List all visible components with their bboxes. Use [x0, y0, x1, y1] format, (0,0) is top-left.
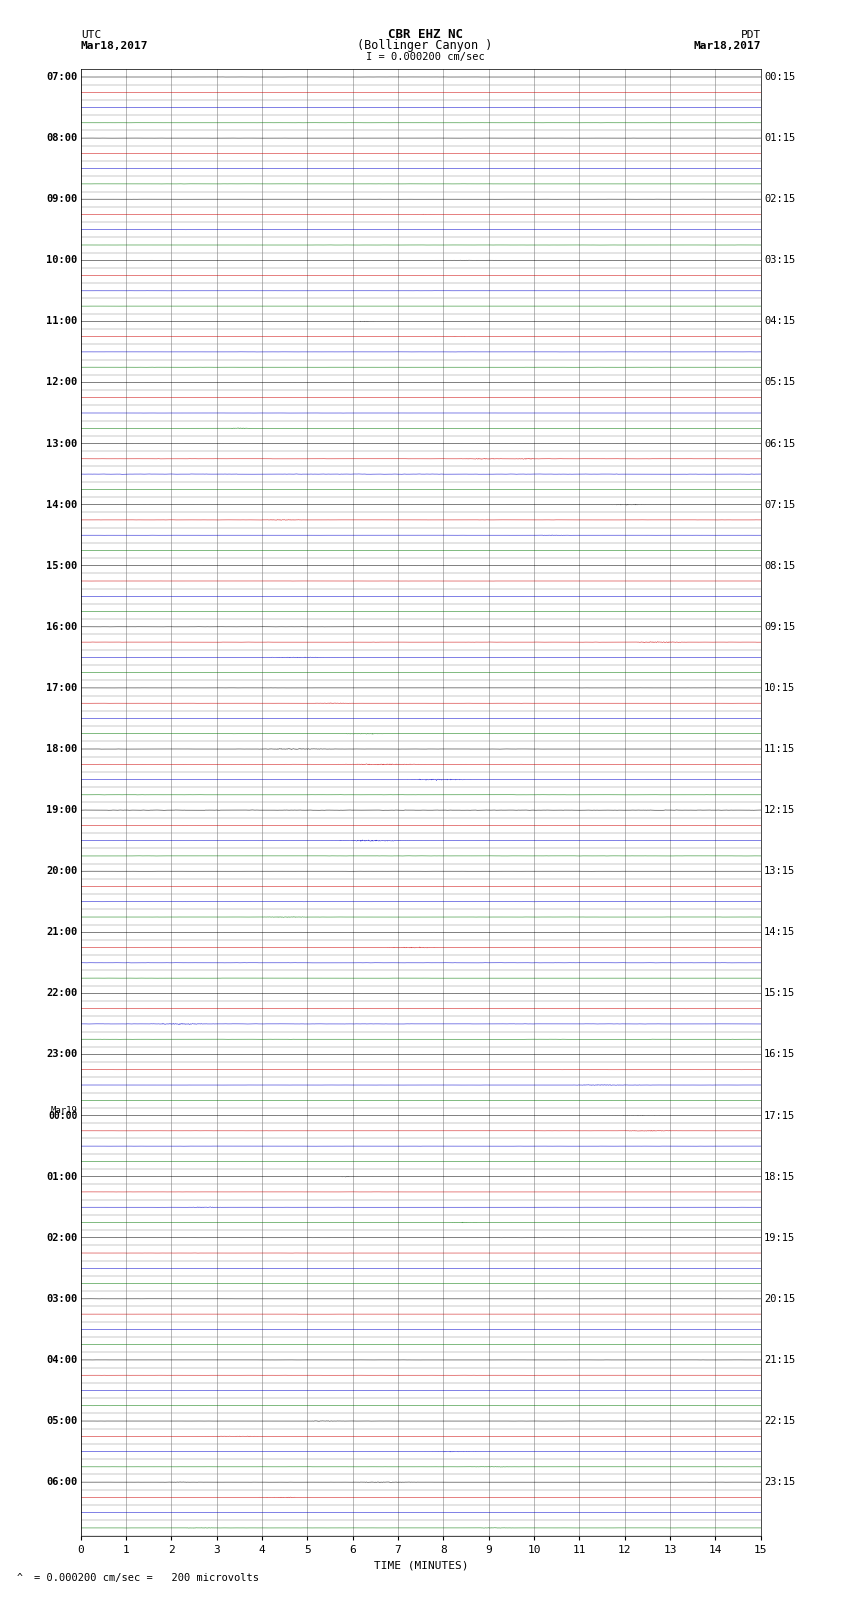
Text: 11:15: 11:15 — [764, 744, 796, 753]
Text: 07:00: 07:00 — [46, 73, 77, 82]
Text: UTC: UTC — [81, 29, 101, 40]
Text: 10:00: 10:00 — [46, 255, 77, 265]
Text: 21:00: 21:00 — [46, 927, 77, 937]
Text: 02:00: 02:00 — [46, 1232, 77, 1242]
Text: 23:15: 23:15 — [764, 1478, 796, 1487]
Text: 19:00: 19:00 — [46, 805, 77, 815]
Text: 05:00: 05:00 — [46, 1416, 77, 1426]
Text: 22:15: 22:15 — [764, 1416, 796, 1426]
Text: 17:15: 17:15 — [764, 1111, 796, 1121]
Text: 09:00: 09:00 — [46, 194, 77, 205]
Text: 12:15: 12:15 — [764, 805, 796, 815]
Text: 08:00: 08:00 — [46, 134, 77, 144]
Text: 17:00: 17:00 — [46, 682, 77, 694]
Text: 09:15: 09:15 — [764, 623, 796, 632]
Text: 21:15: 21:15 — [764, 1355, 796, 1365]
Text: 23:00: 23:00 — [46, 1050, 77, 1060]
Text: 19:15: 19:15 — [764, 1232, 796, 1242]
Text: 13:15: 13:15 — [764, 866, 796, 876]
Text: 20:00: 20:00 — [46, 866, 77, 876]
Text: 06:15: 06:15 — [764, 439, 796, 448]
Text: 16:00: 16:00 — [46, 623, 77, 632]
Text: PDT: PDT — [740, 29, 761, 40]
Text: 01:00: 01:00 — [46, 1171, 77, 1182]
Text: 18:00: 18:00 — [46, 744, 77, 753]
Text: I = 0.000200 cm/sec: I = 0.000200 cm/sec — [366, 52, 484, 63]
Text: 02:15: 02:15 — [764, 194, 796, 205]
Text: 14:15: 14:15 — [764, 927, 796, 937]
Text: 15:00: 15:00 — [46, 561, 77, 571]
Text: 01:15: 01:15 — [764, 134, 796, 144]
Text: 03:00: 03:00 — [46, 1294, 77, 1303]
X-axis label: TIME (MINUTES): TIME (MINUTES) — [373, 1560, 468, 1569]
Text: 03:15: 03:15 — [764, 255, 796, 265]
Text: 16:15: 16:15 — [764, 1050, 796, 1060]
Text: 04:00: 04:00 — [46, 1355, 77, 1365]
Text: 06:00: 06:00 — [46, 1478, 77, 1487]
Text: 18:15: 18:15 — [764, 1171, 796, 1182]
Text: = 0.000200 cm/sec =   200 microvolts: = 0.000200 cm/sec = 200 microvolts — [34, 1573, 259, 1582]
Text: 10:15: 10:15 — [764, 682, 796, 694]
Text: 14:00: 14:00 — [46, 500, 77, 510]
Text: 05:15: 05:15 — [764, 377, 796, 387]
Text: Mar19: Mar19 — [50, 1107, 77, 1116]
Text: 15:15: 15:15 — [764, 989, 796, 998]
Text: CBR EHZ NC: CBR EHZ NC — [388, 27, 462, 42]
Text: ^: ^ — [17, 1573, 23, 1582]
Text: 11:00: 11:00 — [46, 316, 77, 326]
Text: 13:00: 13:00 — [46, 439, 77, 448]
Text: 00:15: 00:15 — [764, 73, 796, 82]
Text: 00:00: 00:00 — [48, 1111, 77, 1121]
Text: Mar18,2017: Mar18,2017 — [81, 40, 148, 52]
Text: (Bollinger Canyon ): (Bollinger Canyon ) — [357, 39, 493, 53]
Text: 04:15: 04:15 — [764, 316, 796, 326]
Text: Mar18,2017: Mar18,2017 — [694, 40, 761, 52]
Text: 20:15: 20:15 — [764, 1294, 796, 1303]
Text: 22:00: 22:00 — [46, 989, 77, 998]
Text: 07:15: 07:15 — [764, 500, 796, 510]
Text: 08:15: 08:15 — [764, 561, 796, 571]
Text: 12:00: 12:00 — [46, 377, 77, 387]
